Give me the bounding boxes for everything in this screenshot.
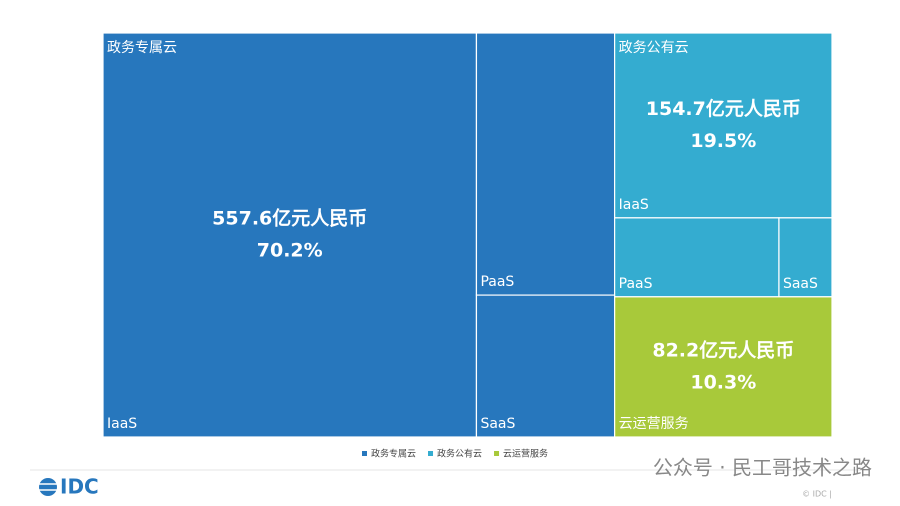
legend-swatch [428, 451, 434, 456]
sub-label: IaaS [107, 416, 137, 432]
group-block [614, 296, 833, 438]
legend-label: 政务公有云 [437, 448, 482, 460]
group-label: 云运营服务 [619, 416, 689, 432]
share-label: 70.2% [257, 240, 323, 262]
sub-label: SaaS [480, 416, 515, 432]
sub-block [614, 217, 780, 298]
sub-label: PaaS [480, 274, 514, 290]
share-label: 19.5% [690, 130, 756, 152]
share-label: 10.3% [690, 371, 756, 393]
logo-text: IDC [60, 475, 99, 499]
sub-block [475, 294, 616, 438]
copyright: © IDC | [802, 490, 832, 499]
group-label: 政务公有云 [619, 40, 689, 56]
sub-label: SaaS [783, 276, 818, 292]
legend-swatch [362, 451, 367, 456]
sub-block [614, 32, 833, 219]
sub-label: IaaS [619, 197, 649, 213]
value-label: 82.2亿元人民币 [652, 338, 794, 361]
value-label: 154.7亿元人民币 [646, 97, 801, 120]
value-label: 557.6亿元人民币 [212, 207, 367, 230]
legend-label: 政务专属云 [371, 448, 416, 460]
legend-label: 云运营服务 [503, 448, 548, 460]
sub-label: PaaS [619, 276, 653, 292]
watermark: 公众号 · 民工哥技术之路 [653, 456, 872, 480]
logo: IDC [39, 475, 99, 499]
legend-swatch [494, 451, 500, 456]
sub-block [475, 32, 616, 296]
group-label: 政务专属云 [107, 40, 177, 56]
logo-icon [39, 478, 57, 496]
sub-block [102, 32, 478, 438]
